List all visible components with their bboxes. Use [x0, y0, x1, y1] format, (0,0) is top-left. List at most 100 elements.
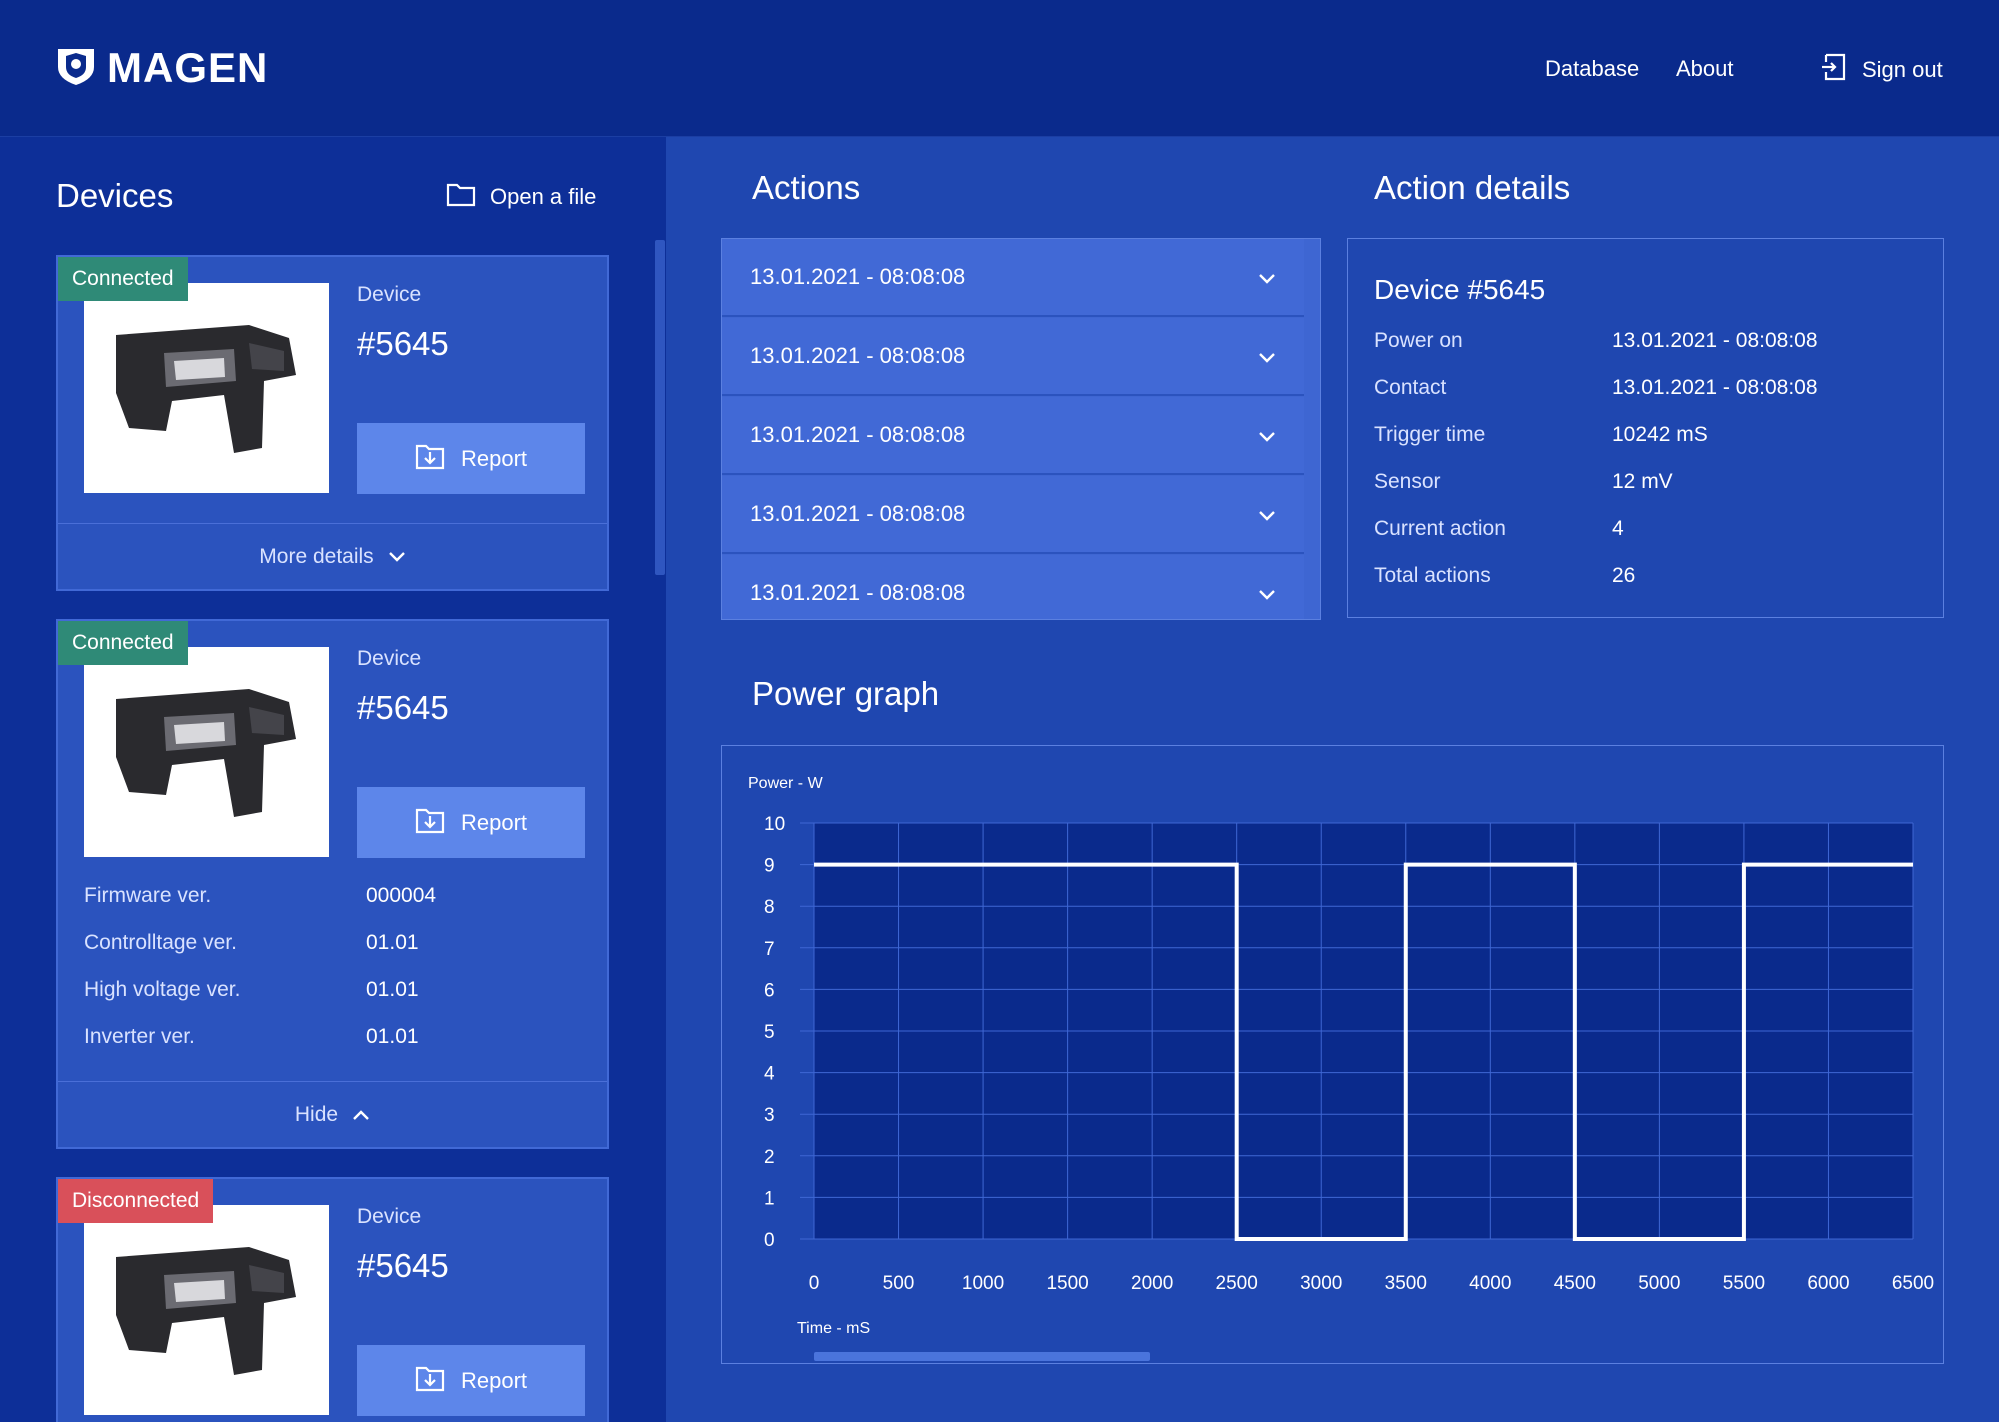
graph-scrollbar[interactable] — [814, 1352, 1150, 1361]
details-device-title: Device #5645 — [1374, 274, 1546, 305]
action-item-label: 13.01.2021 - 08:08:08 — [750, 422, 966, 447]
more-details-label: More details — [259, 545, 374, 568]
chevron-down-icon — [1258, 502, 1276, 528]
x-tick-label: 3500 — [1385, 1273, 1427, 1294]
status-badge: Disconnected — [58, 1179, 214, 1223]
device-photo — [84, 647, 329, 857]
report-button[interactable]: Report — [357, 787, 585, 858]
device-number: #5645 — [357, 1247, 449, 1284]
brand-name: MAGEN — [107, 44, 269, 91]
detail-value-trigger-time: 10242 mS — [1612, 423, 1708, 446]
spec-value-controlltage: 01.01 — [366, 931, 419, 954]
open-file-button[interactable]: Open a file — [446, 181, 596, 213]
y-tick-label: 9 — [764, 856, 775, 877]
hide-details-toggle[interactable]: Hide — [58, 1081, 607, 1148]
devices-title: Devices — [56, 177, 174, 214]
open-file-label: Open a file — [490, 184, 597, 209]
report-label: Report — [460, 445, 528, 471]
x-tick-label: 6000 — [1807, 1273, 1849, 1294]
chevron-down-icon — [388, 545, 406, 569]
spec-value-high-voltage: 01.01 — [366, 978, 419, 1001]
report-label: Report — [460, 1367, 528, 1393]
download-report-icon — [415, 442, 445, 476]
action-item[interactable]: 13.01.2021 - 08:08:08 — [722, 555, 1304, 619]
spec-key-high-voltage: High voltage ver. — [84, 978, 241, 1001]
action-item[interactable]: 13.01.2021 - 08:08:08 — [722, 397, 1304, 475]
y-tick-label: 0 — [764, 1230, 775, 1251]
detail-value-power-on: 13.01.2021 - 08:08:08 — [1612, 329, 1818, 352]
x-tick-label: 1000 — [962, 1273, 1004, 1294]
x-tick-label: 4000 — [1469, 1273, 1511, 1294]
action-item[interactable]: 13.01.2021 - 08:08:08 — [722, 476, 1304, 554]
more-details-toggle[interactable]: More details — [58, 523, 607, 590]
devices-scrollbar[interactable] — [655, 240, 665, 575]
action-item-label: 13.01.2021 - 08:08:08 — [750, 580, 966, 605]
x-tick-label: 3000 — [1300, 1273, 1342, 1294]
y-tick-label: 5 — [764, 1022, 775, 1043]
detail-value-current-action: 4 — [1612, 517, 1624, 540]
shield-logo-icon — [55, 45, 97, 92]
x-tick-label: 0 — [809, 1273, 820, 1294]
spec-value-inverter: 01.01 — [366, 1025, 419, 1048]
detail-key-current-action: Current action — [1374, 517, 1506, 540]
y-tick-label: 8 — [764, 897, 775, 918]
device-label: Device — [357, 647, 422, 670]
chevron-down-icon — [1258, 581, 1276, 607]
y-tick-label: 4 — [764, 1064, 775, 1085]
y-tick-label: 7 — [764, 939, 775, 960]
y-tick-label: 2 — [764, 1147, 775, 1168]
spec-key-controlltage: Controlltage ver. — [84, 931, 237, 954]
detail-key-contact: Contact — [1374, 376, 1447, 399]
chevron-down-icon — [1258, 423, 1276, 449]
spec-key-inverter: Inverter ver. — [84, 1025, 195, 1048]
action-item[interactable]: 13.01.2021 - 08:08:08 — [722, 318, 1304, 396]
y-tick-label: 10 — [764, 814, 785, 835]
hide-label: Hide — [294, 1103, 339, 1126]
status-badge: Connected — [58, 257, 188, 301]
device-card: Connected Device #5645 Report More detai… — [56, 255, 609, 591]
chevron-up-icon — [352, 1103, 370, 1127]
device-number: #5645 — [357, 689, 449, 726]
x-tick-label: 1500 — [1046, 1273, 1088, 1294]
power-graph-title: Power graph — [752, 675, 940, 712]
x-tick-label: 2000 — [1131, 1273, 1173, 1294]
device-photo — [84, 283, 329, 493]
action-item-label: 13.01.2021 - 08:08:08 — [750, 343, 966, 368]
sign-out-label: Sign out — [1862, 57, 1943, 82]
device-card: Disconnected Device #5645 Report — [56, 1177, 609, 1422]
power-series-line — [814, 862, 1913, 1241]
report-label: Report — [460, 809, 528, 835]
sign-out-button[interactable]: Sign out — [1822, 52, 1943, 88]
x-tick-label: 500 — [883, 1273, 915, 1294]
y-tick-label: 3 — [764, 1105, 775, 1126]
top-bar: MAGEN Database About Sign out — [0, 0, 1999, 137]
detail-key-power-on: Power on — [1374, 329, 1463, 352]
detail-value-sensor: 12 mV — [1612, 470, 1673, 493]
devices-panel: Devices Open a file Connected Device #56… — [0, 137, 666, 1422]
power-chart: 0 1 2 3 4 5 6 7 8 9 10 0 500 1000 1500 2000 2500 3000 3500… — [748, 775, 1934, 1337]
report-button[interactable]: Report — [357, 1345, 585, 1416]
nav-about[interactable]: About — [1676, 56, 1734, 81]
device-label: Device — [357, 283, 422, 306]
y-tick-label: 1 — [764, 1188, 775, 1209]
spec-value-firmware: 000004 — [366, 884, 437, 907]
status-badge: Connected — [58, 621, 188, 665]
actions-title: Actions — [752, 169, 861, 206]
nav-database[interactable]: Database — [1545, 56, 1640, 81]
main-panel: Actions Action details 13.01.2021 - 08:0… — [666, 137, 1999, 1422]
action-item-label: 13.01.2021 - 08:08:08 — [750, 501, 966, 526]
detail-value-contact: 13.01.2021 - 08:08:08 — [1612, 376, 1818, 399]
detail-value-total-actions: 26 — [1612, 564, 1636, 587]
chevron-down-icon — [1258, 265, 1276, 291]
device-number: #5645 — [357, 325, 449, 362]
power-graph-card: 0 1 2 3 4 5 6 7 8 9 10 0 500 1000 1500 2000 2500 3000 3500… — [721, 745, 1944, 1364]
action-details-title: Action details — [1374, 169, 1571, 206]
y-axis-label: Power - W — [748, 775, 824, 792]
action-item[interactable]: 13.01.2021 - 08:08:08 — [722, 239, 1304, 317]
report-button[interactable]: Report — [357, 423, 585, 494]
spec-key-firmware: Firmware ver. — [84, 884, 212, 907]
brand-logo[interactable]: MAGEN — [55, 44, 268, 92]
x-tick-label: 4500 — [1554, 1273, 1596, 1294]
y-tick-label: 6 — [764, 980, 775, 1001]
action-item-label: 13.01.2021 - 08:08:08 — [750, 264, 966, 289]
